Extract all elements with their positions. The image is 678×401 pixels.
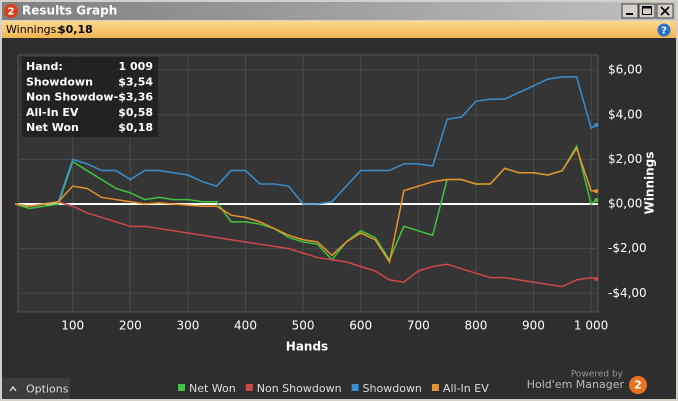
legend-swatch <box>178 384 185 391</box>
help-icon[interactable]: ? <box>661 26 667 37</box>
winnings-label: Winnings: <box>6 23 60 36</box>
window-title: Results Graph <box>22 4 117 18</box>
legend-swatch <box>431 384 439 391</box>
stat-label: Net Won <box>26 121 79 134</box>
legend-label: Non Showdown <box>257 382 342 395</box>
title-bar <box>2 2 676 20</box>
app-icon <box>4 4 18 18</box>
end-point <box>594 198 599 203</box>
legend: Net Won Non Showdown Showdown All-In EV <box>178 382 489 395</box>
stats: Hand: 1 009 Showdown $3,54 Non Showdow -$3,36… <box>26 60 153 134</box>
stat-value: $0,58 <box>118 106 153 119</box>
x-tick-label: 200 <box>119 319 142 333</box>
stat-label: Showdown <box>26 75 93 88</box>
winnings-value: $0,18 <box>58 23 93 36</box>
stat-label: All-In EV <box>26 106 79 119</box>
y-tick-label: $0,00 <box>608 197 642 211</box>
legend-swatch <box>245 384 253 391</box>
toolbar <box>2 21 676 38</box>
y-axis-label: Winnings <box>643 152 657 215</box>
end-point <box>594 189 599 194</box>
options-caret[interactable] <box>9 385 17 392</box>
legend-swatch <box>351 384 359 391</box>
legend-label: All-In EV <box>443 382 489 395</box>
end-point <box>594 123 599 128</box>
x-tick-label: 500 <box>292 319 315 333</box>
x-tick-label: 600 <box>349 319 372 333</box>
legend-label: Showdown <box>363 382 422 395</box>
end-point <box>594 276 599 281</box>
y-tick-label: $4,00 <box>608 107 642 121</box>
x-tick-label: 400 <box>234 319 257 333</box>
x-axis-label: Hands <box>286 340 328 354</box>
y-tick-label: -$4,00 <box>608 286 647 300</box>
x-tick-label: 700 <box>407 319 430 333</box>
stat-value: $3,54 <box>118 75 153 88</box>
x-tick-label: 300 <box>176 319 199 333</box>
options-label[interactable]: Options <box>26 383 69 396</box>
brand-name: Hold'em Manager <box>527 378 625 391</box>
stat-value: 1 009 <box>119 60 153 73</box>
stats-box <box>22 57 158 137</box>
x-tick-label: 900 <box>522 319 545 333</box>
legend-label: Net Won <box>189 382 236 395</box>
y-tick-label: -$2,00 <box>608 241 647 255</box>
powered-by: Powered by <box>571 370 624 380</box>
stat-value: -$3,36 <box>114 91 154 104</box>
app-icon-text: 2 <box>8 7 15 18</box>
x-tick-label: 800 <box>464 319 487 333</box>
series-line <box>15 201 597 288</box>
stat-label: Hand: <box>26 60 63 73</box>
options-button[interactable] <box>2 378 70 399</box>
stat-value: $0,18 <box>118 121 153 134</box>
brand-logo <box>629 376 647 394</box>
y-tick-label: $6,00 <box>608 63 642 77</box>
close-button[interactable] <box>656 3 674 19</box>
x-tick-label: 100 <box>61 319 84 333</box>
stat-label: Non Showdow <box>26 91 114 104</box>
y-tick-label: $2,00 <box>608 152 642 166</box>
series-line <box>15 146 597 264</box>
x-tick-label: 1 000 <box>574 319 608 333</box>
maximize-button[interactable] <box>638 3 656 19</box>
series-line <box>15 76 597 208</box>
minimize-button[interactable] <box>621 3 639 19</box>
help-button[interactable] <box>657 23 671 37</box>
brand-logo-text: 2 <box>634 379 642 392</box>
